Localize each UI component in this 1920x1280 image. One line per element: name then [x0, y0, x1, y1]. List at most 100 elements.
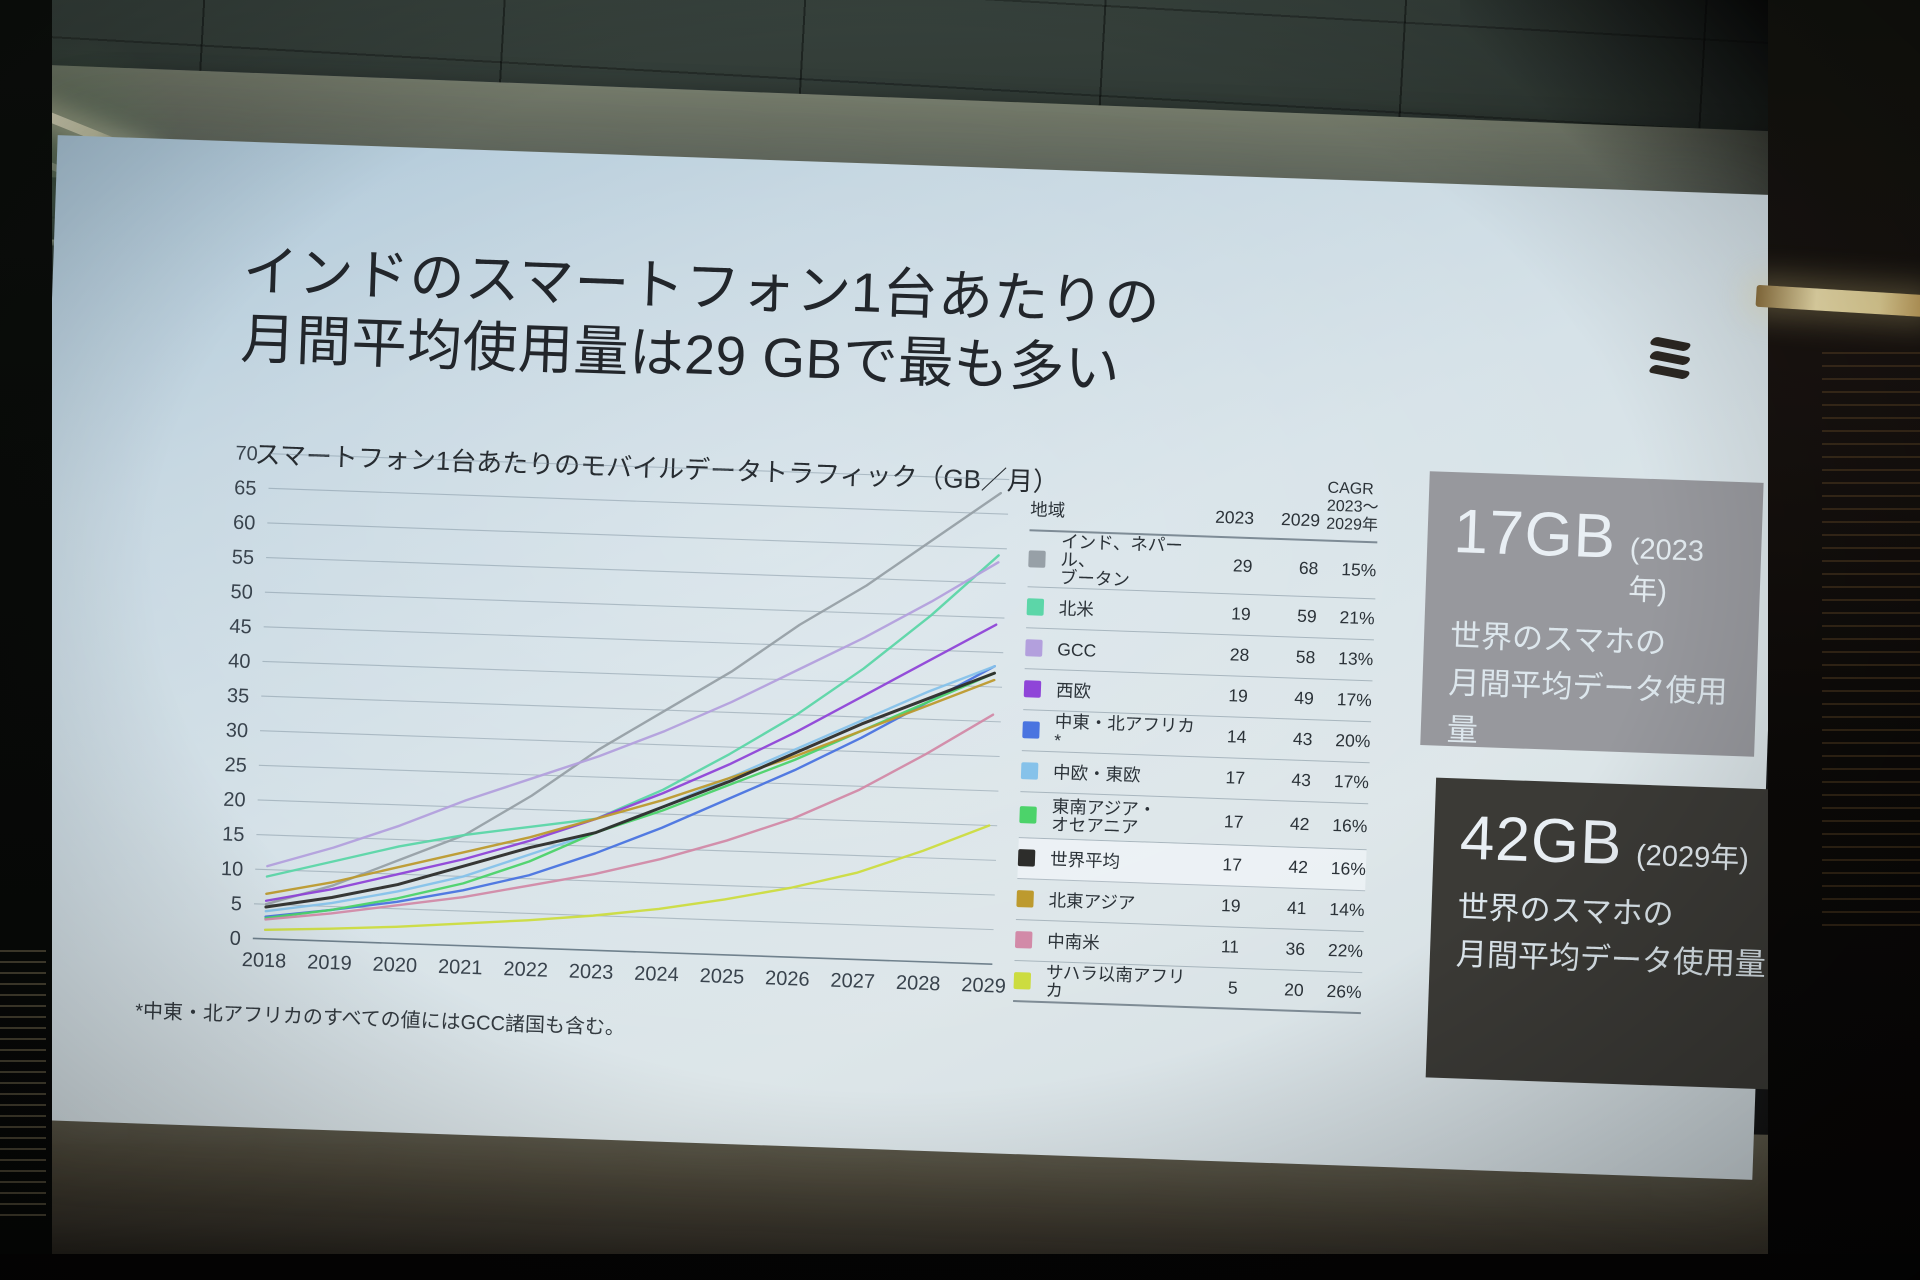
- value-cagr: 17%: [1336, 689, 1373, 711]
- value-cagr: 22%: [1327, 940, 1364, 962]
- legend-swatch: [1026, 598, 1045, 617]
- header-2023: 2023: [1214, 506, 1255, 528]
- y-axis-tick-label: 50: [230, 581, 253, 604]
- y-axis-tick-label: 55: [231, 546, 254, 569]
- right-wall-slats: [1822, 352, 1920, 932]
- legend-swatch: [1019, 805, 1037, 824]
- stat-year: (2029年): [1635, 839, 1750, 876]
- region-name: 北米: [1058, 598, 1095, 620]
- y-axis-tick-label: 70: [235, 443, 258, 466]
- legend-swatch: [1013, 971, 1032, 990]
- value-2023: 11: [1220, 936, 1240, 958]
- x-axis-tick-label: 2022: [503, 958, 548, 982]
- slide-title: インドのスマートフォン1台あたりの 月間平均使用量は29 GBで最も多い: [239, 239, 1162, 401]
- value-2029: 43: [1292, 728, 1313, 750]
- region-name: GCC: [1057, 638, 1097, 661]
- x-axis-tick-label: 2019: [307, 951, 352, 975]
- gridline: [268, 487, 1009, 515]
- value-cagr: 13%: [1337, 648, 1374, 670]
- value-2023: 14: [1226, 726, 1247, 748]
- value-2029: 42: [1289, 813, 1310, 835]
- value-2023: 17: [1223, 811, 1244, 832]
- value-cagr: 16%: [1332, 814, 1368, 837]
- value-cagr: 26%: [1326, 980, 1362, 1002]
- x-axis-tick-label: 2020: [372, 954, 417, 978]
- header-2029: 2029: [1280, 508, 1321, 531]
- region-table: 地域 2023 2029 CAGR 2023～ 2029年 インド、ネパール、 …: [1013, 469, 1380, 1014]
- region-table-body: インド、ネパール、 ブータン 29 68 15% 北米 19 59 21% GCC 28 58 13%…: [1013, 530, 1378, 1014]
- series-line: [264, 671, 997, 909]
- legend-swatch: [1023, 680, 1042, 699]
- legend-swatch: [1017, 849, 1036, 868]
- gridline: [256, 833, 996, 861]
- x-axis-tick-label: 2023: [568, 960, 613, 984]
- value-cagr: 20%: [1334, 730, 1371, 752]
- y-axis-tick-label: 0: [229, 928, 241, 950]
- region-name: インド、ネパール、 ブータン: [1059, 531, 1184, 591]
- region-name: 世界平均: [1049, 848, 1121, 872]
- y-axis-tick-label: 10: [221, 858, 244, 881]
- value-2029: 58: [1295, 646, 1316, 668]
- gridline: [258, 764, 999, 792]
- x-axis-tick-label: 2021: [438, 956, 483, 980]
- x-axis-tick-label: 2027: [830, 970, 875, 994]
- series-line: [264, 665, 996, 918]
- value-cagr: 16%: [1330, 858, 1367, 880]
- stat-value: 42GB: [1458, 803, 1624, 879]
- value-2023: 19: [1228, 685, 1249, 707]
- gridline: [263, 626, 1004, 654]
- gridline: [257, 799, 998, 827]
- left-wall-slats: [0, 950, 46, 1220]
- gridline: [252, 937, 993, 966]
- stat-panel-head: 17GB (2023年): [1451, 496, 1737, 612]
- x-axis-tick-label: 2029: [961, 974, 1006, 998]
- legend-swatch: [1022, 721, 1040, 740]
- legend-swatch: [1025, 639, 1043, 658]
- stat-description: 世界のスマホの 月間平均データ使用量: [1446, 618, 1728, 749]
- region-name: 西欧: [1055, 679, 1092, 702]
- stat-panel-2023: 17GB (2023年) 世界のスマホの 月間平均データ使用量: [1420, 471, 1764, 757]
- gridline: [269, 453, 1010, 481]
- y-axis-tick-label: 45: [229, 616, 252, 639]
- floor-strip: [0, 1254, 1920, 1280]
- x-axis-tick-label: 2026: [765, 967, 810, 991]
- gridline: [267, 522, 1007, 550]
- value-cagr: 17%: [1333, 771, 1370, 793]
- gridline: [262, 660, 1003, 688]
- x-axis-tick-label: 2024: [634, 963, 679, 987]
- value-2023: 19: [1230, 603, 1252, 625]
- logo-bar: [1647, 364, 1692, 380]
- x-axis-tick-label: 2028: [896, 972, 941, 996]
- value-2029: 36: [1285, 938, 1306, 960]
- header-region: 地域: [1029, 499, 1066, 521]
- series-line: [263, 824, 991, 932]
- y-axis-tick-label: 30: [225, 719, 248, 742]
- legend-swatch: [1014, 931, 1033, 949]
- value-2029: 42: [1288, 856, 1309, 878]
- region-name: 北東アジア: [1048, 889, 1136, 913]
- gridline: [264, 591, 1005, 619]
- legend-swatch: [1028, 550, 1046, 568]
- left-wall: [0, 0, 52, 1280]
- series-line: [264, 671, 996, 920]
- projection-screen: インドのスマートフォン1台あたりの 月間平均使用量は29 GBで最も多い スマー…: [23, 135, 1798, 1180]
- stat-panel-head: 42GB (2029年): [1459, 803, 1771, 885]
- region-name: サハラ以南アフリカ: [1045, 962, 1186, 1002]
- value-2023: 17: [1225, 767, 1246, 789]
- value-2029: 20: [1283, 979, 1304, 1000]
- legend-swatch: [1016, 890, 1034, 908]
- series-line: [265, 554, 1000, 878]
- y-axis-tick-label: 5: [230, 893, 242, 915]
- value-2023: 17: [1222, 854, 1243, 876]
- legend-swatch: [1020, 762, 1039, 781]
- right-wall: [1768, 0, 1920, 1280]
- x-axis-tick-label: 2018: [241, 949, 286, 973]
- footnote: *中東・北アフリカのすべての値にはGCC諸国も含む。: [134, 1000, 626, 1040]
- value-2023: 5: [1227, 977, 1239, 998]
- series-line: [265, 678, 996, 896]
- value-2023: 29: [1232, 555, 1253, 576]
- value-2029: 68: [1298, 557, 1319, 579]
- logo-bar: [1648, 350, 1692, 366]
- x-axis-tick-label: 2025: [699, 965, 744, 989]
- value-cagr: 15%: [1340, 558, 1377, 581]
